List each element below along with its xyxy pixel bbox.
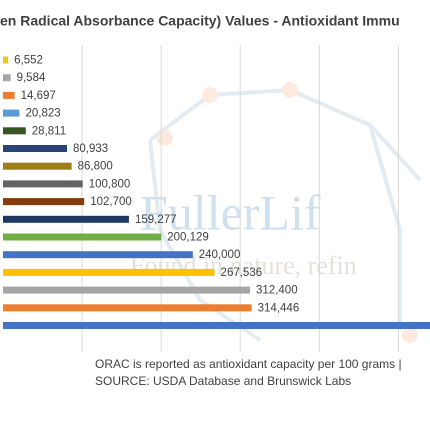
watermark-logo: FullerLif: [140, 184, 321, 240]
value-label: 312,400: [256, 285, 298, 297]
bar: [3, 268, 215, 276]
chart-title: en Radical Absorbance Capacity) Values -…: [0, 13, 400, 29]
bar: [3, 56, 9, 64]
note: ORAC is reported as antioxidant capacity…: [95, 357, 402, 371]
value-label: 80,933: [73, 143, 108, 155]
bar: [3, 233, 162, 241]
value-label: 102,700: [90, 196, 132, 208]
value-label: 9,584: [17, 72, 46, 84]
bar: [3, 74, 11, 82]
value-label: 100,800: [89, 178, 131, 190]
value-label: 86,800: [78, 161, 113, 173]
bar: [3, 251, 193, 259]
value-label: 200,129: [167, 232, 209, 244]
bar: [3, 322, 430, 329]
value-label: 240,000: [199, 249, 241, 261]
bar: [3, 145, 67, 152]
value-label: 159,277: [135, 214, 177, 226]
value-label: 20,823: [25, 108, 60, 120]
bar: [3, 180, 83, 188]
bar: [3, 198, 85, 206]
bar: [3, 91, 15, 99]
bar: [3, 127, 26, 135]
value-label: 14,697: [21, 90, 56, 102]
watermark-graphic: [148, 82, 422, 343]
bar: [3, 304, 252, 312]
bar: [3, 162, 72, 170]
value-label: 314,446: [258, 302, 300, 314]
bar: [3, 109, 20, 117]
bar: [3, 215, 129, 223]
bar: [3, 286, 251, 294]
value-label: 28,811: [32, 125, 66, 137]
source-note: SOURCE: USDA Database and Brunswick Labs: [95, 374, 351, 388]
value-label: 6,552: [14, 55, 43, 67]
value-label: 267,536: [221, 267, 263, 279]
